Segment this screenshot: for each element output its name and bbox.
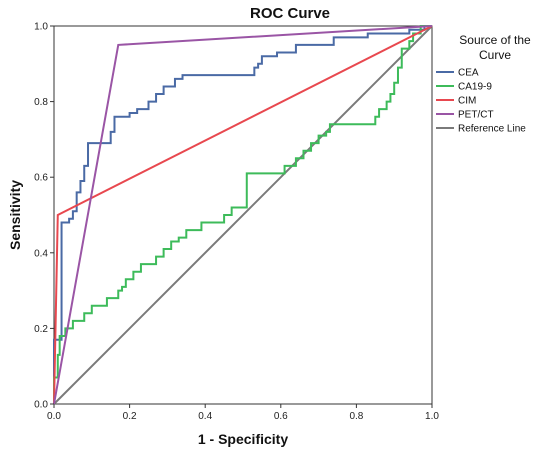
legend-item-cim: CIM: [436, 96, 476, 107]
legend-label: CEA: [458, 68, 479, 79]
series-line-reference-line: [53, 25, 433, 405]
y-tick-label: 1.0: [34, 22, 48, 33]
x-tick-label: 0.4: [198, 411, 212, 422]
legend-item-cea: CEA: [436, 68, 479, 79]
series-layer: [53, 25, 433, 405]
x-tick-label: 0.2: [123, 411, 137, 422]
y-tick-label: 0.4: [34, 248, 48, 259]
y-axis-title: Sensitivity: [7, 180, 23, 250]
legend-label: CIM: [458, 96, 476, 107]
y-tick-label: 0.6: [34, 173, 48, 184]
series-line-ca19-9: [53, 25, 432, 404]
x-tick-label: 0.0: [47, 411, 61, 422]
legend: Source of the Curve CEA CA19-9 CIM PET/CT Re…: [436, 33, 531, 135]
x-axis-title: 1 - Specificity: [198, 431, 288, 447]
legend-label: Reference Line: [458, 124, 526, 135]
legend-entries: CEA CA19-9 CIM PET/CT Reference Line: [436, 68, 526, 135]
y-tick-label: 0.0: [34, 400, 48, 411]
legend-item-reference-line: Reference Line: [436, 124, 526, 135]
x-tick-label: 1.0: [425, 411, 439, 422]
y-tick-label: 0.8: [34, 97, 48, 108]
legend-title-line-1: Source of the: [459, 33, 531, 47]
series-line-cea: [53, 25, 432, 404]
legend-label: PET/CT: [458, 110, 494, 121]
y-tick-label: 0.2: [34, 324, 48, 335]
legend-item-ca19-9: CA19-9: [436, 82, 492, 93]
x-tick-label: 0.8: [349, 411, 363, 422]
chart-title: ROC Curve: [250, 5, 330, 22]
legend-item-pet-ct: PET/CT: [436, 110, 494, 121]
series-line-cim: [53, 25, 433, 405]
ticks-layer: 0.0 0.2 0.4 0.6 0.8 1.0 0.0 0.2 0.4 0.6 0.8 1.0: [34, 22, 439, 423]
x-tick-label: 0.6: [274, 411, 288, 422]
legend-label: CA19-9: [458, 82, 492, 93]
legend-title-line-2: Curve: [479, 48, 511, 62]
series-line-pet-ct: [53, 25, 433, 405]
